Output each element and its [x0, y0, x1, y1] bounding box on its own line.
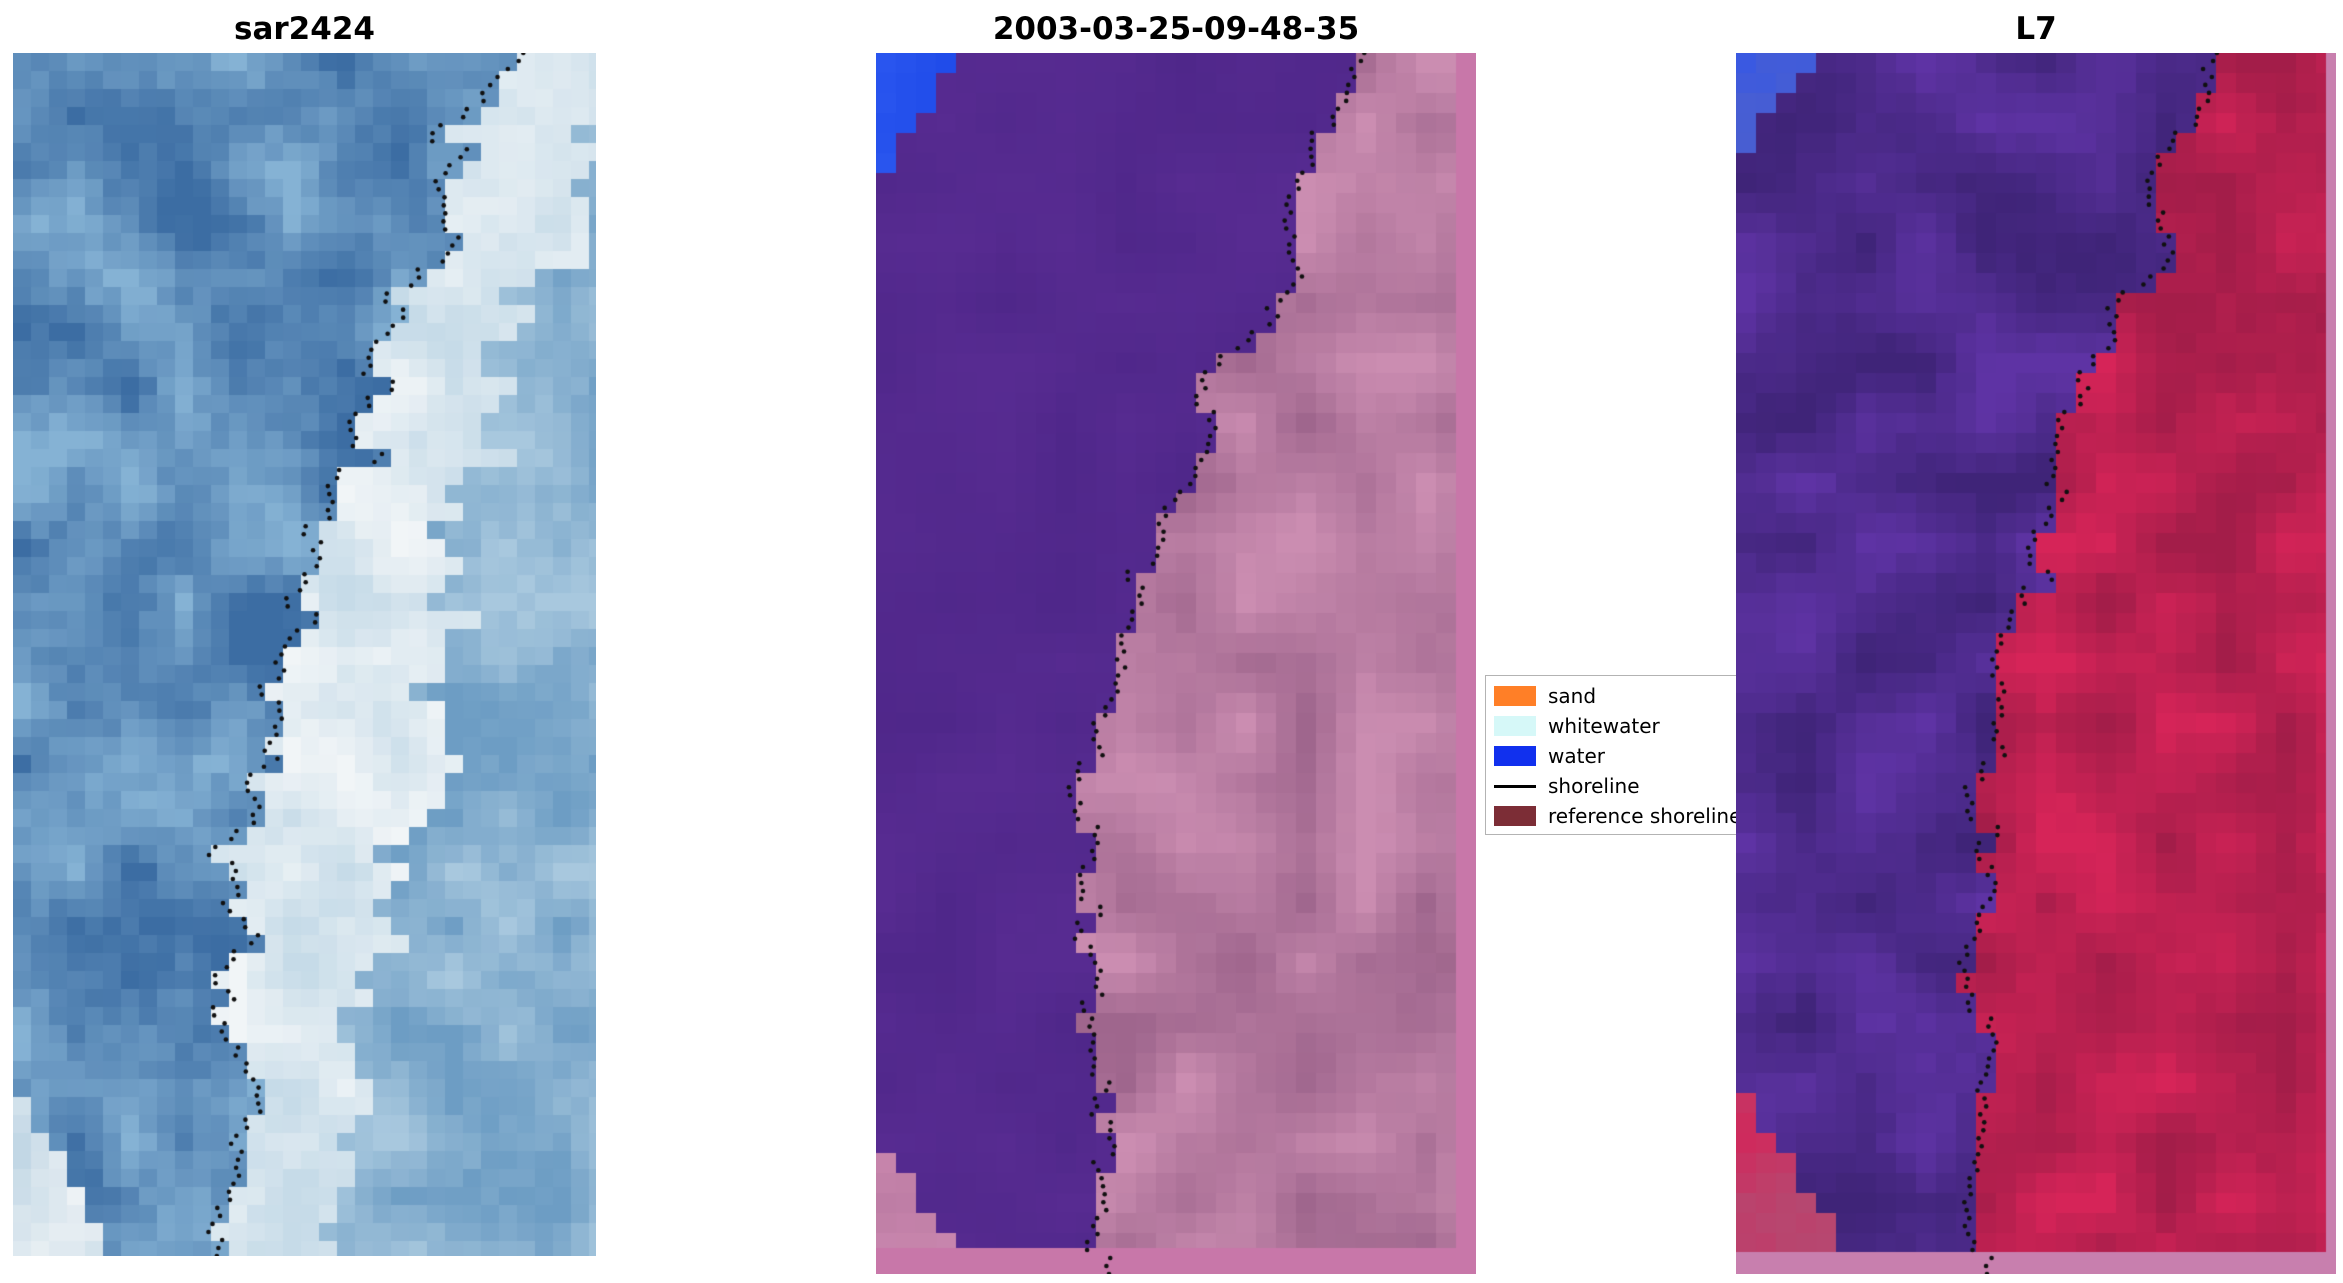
legend: sand whitewater water shoreline reference sh… [1485, 675, 1737, 835]
classified-satellite-image [876, 53, 1476, 1274]
legend-label: water [1548, 744, 1605, 768]
panel-title-date: 2003-03-25-09-48-35 [992, 11, 1360, 47]
legend-item-sand: sand [1494, 681, 1736, 711]
l7-satellite-image [1736, 53, 2336, 1274]
panel-classified-image [876, 53, 1476, 1274]
legend-color-swatch [1494, 806, 1536, 826]
panel-title-sar: sar2424 [234, 11, 375, 47]
legend-line-sample [1494, 784, 1536, 788]
panel-title-l7: L7 [2015, 11, 2057, 47]
legend-item-water: water [1494, 741, 1736, 771]
legend-color-swatch [1494, 746, 1536, 766]
legend-label: reference shoreline [1548, 804, 1736, 828]
legend-item-reference-shoreline: reference shoreline [1494, 801, 1736, 831]
panel-l7-image [1736, 53, 2336, 1274]
legend-item-shoreline: shoreline [1494, 771, 1736, 801]
legend-item-whitewater: whitewater [1494, 711, 1736, 741]
legend-label: shoreline [1548, 774, 1640, 798]
legend-label: whitewater [1548, 714, 1660, 738]
legend-color-swatch [1494, 686, 1536, 706]
sar-satellite-image [13, 53, 596, 1256]
legend-color-swatch [1494, 716, 1536, 736]
legend-label: sand [1548, 684, 1597, 708]
panel-sar-image [13, 53, 596, 1256]
